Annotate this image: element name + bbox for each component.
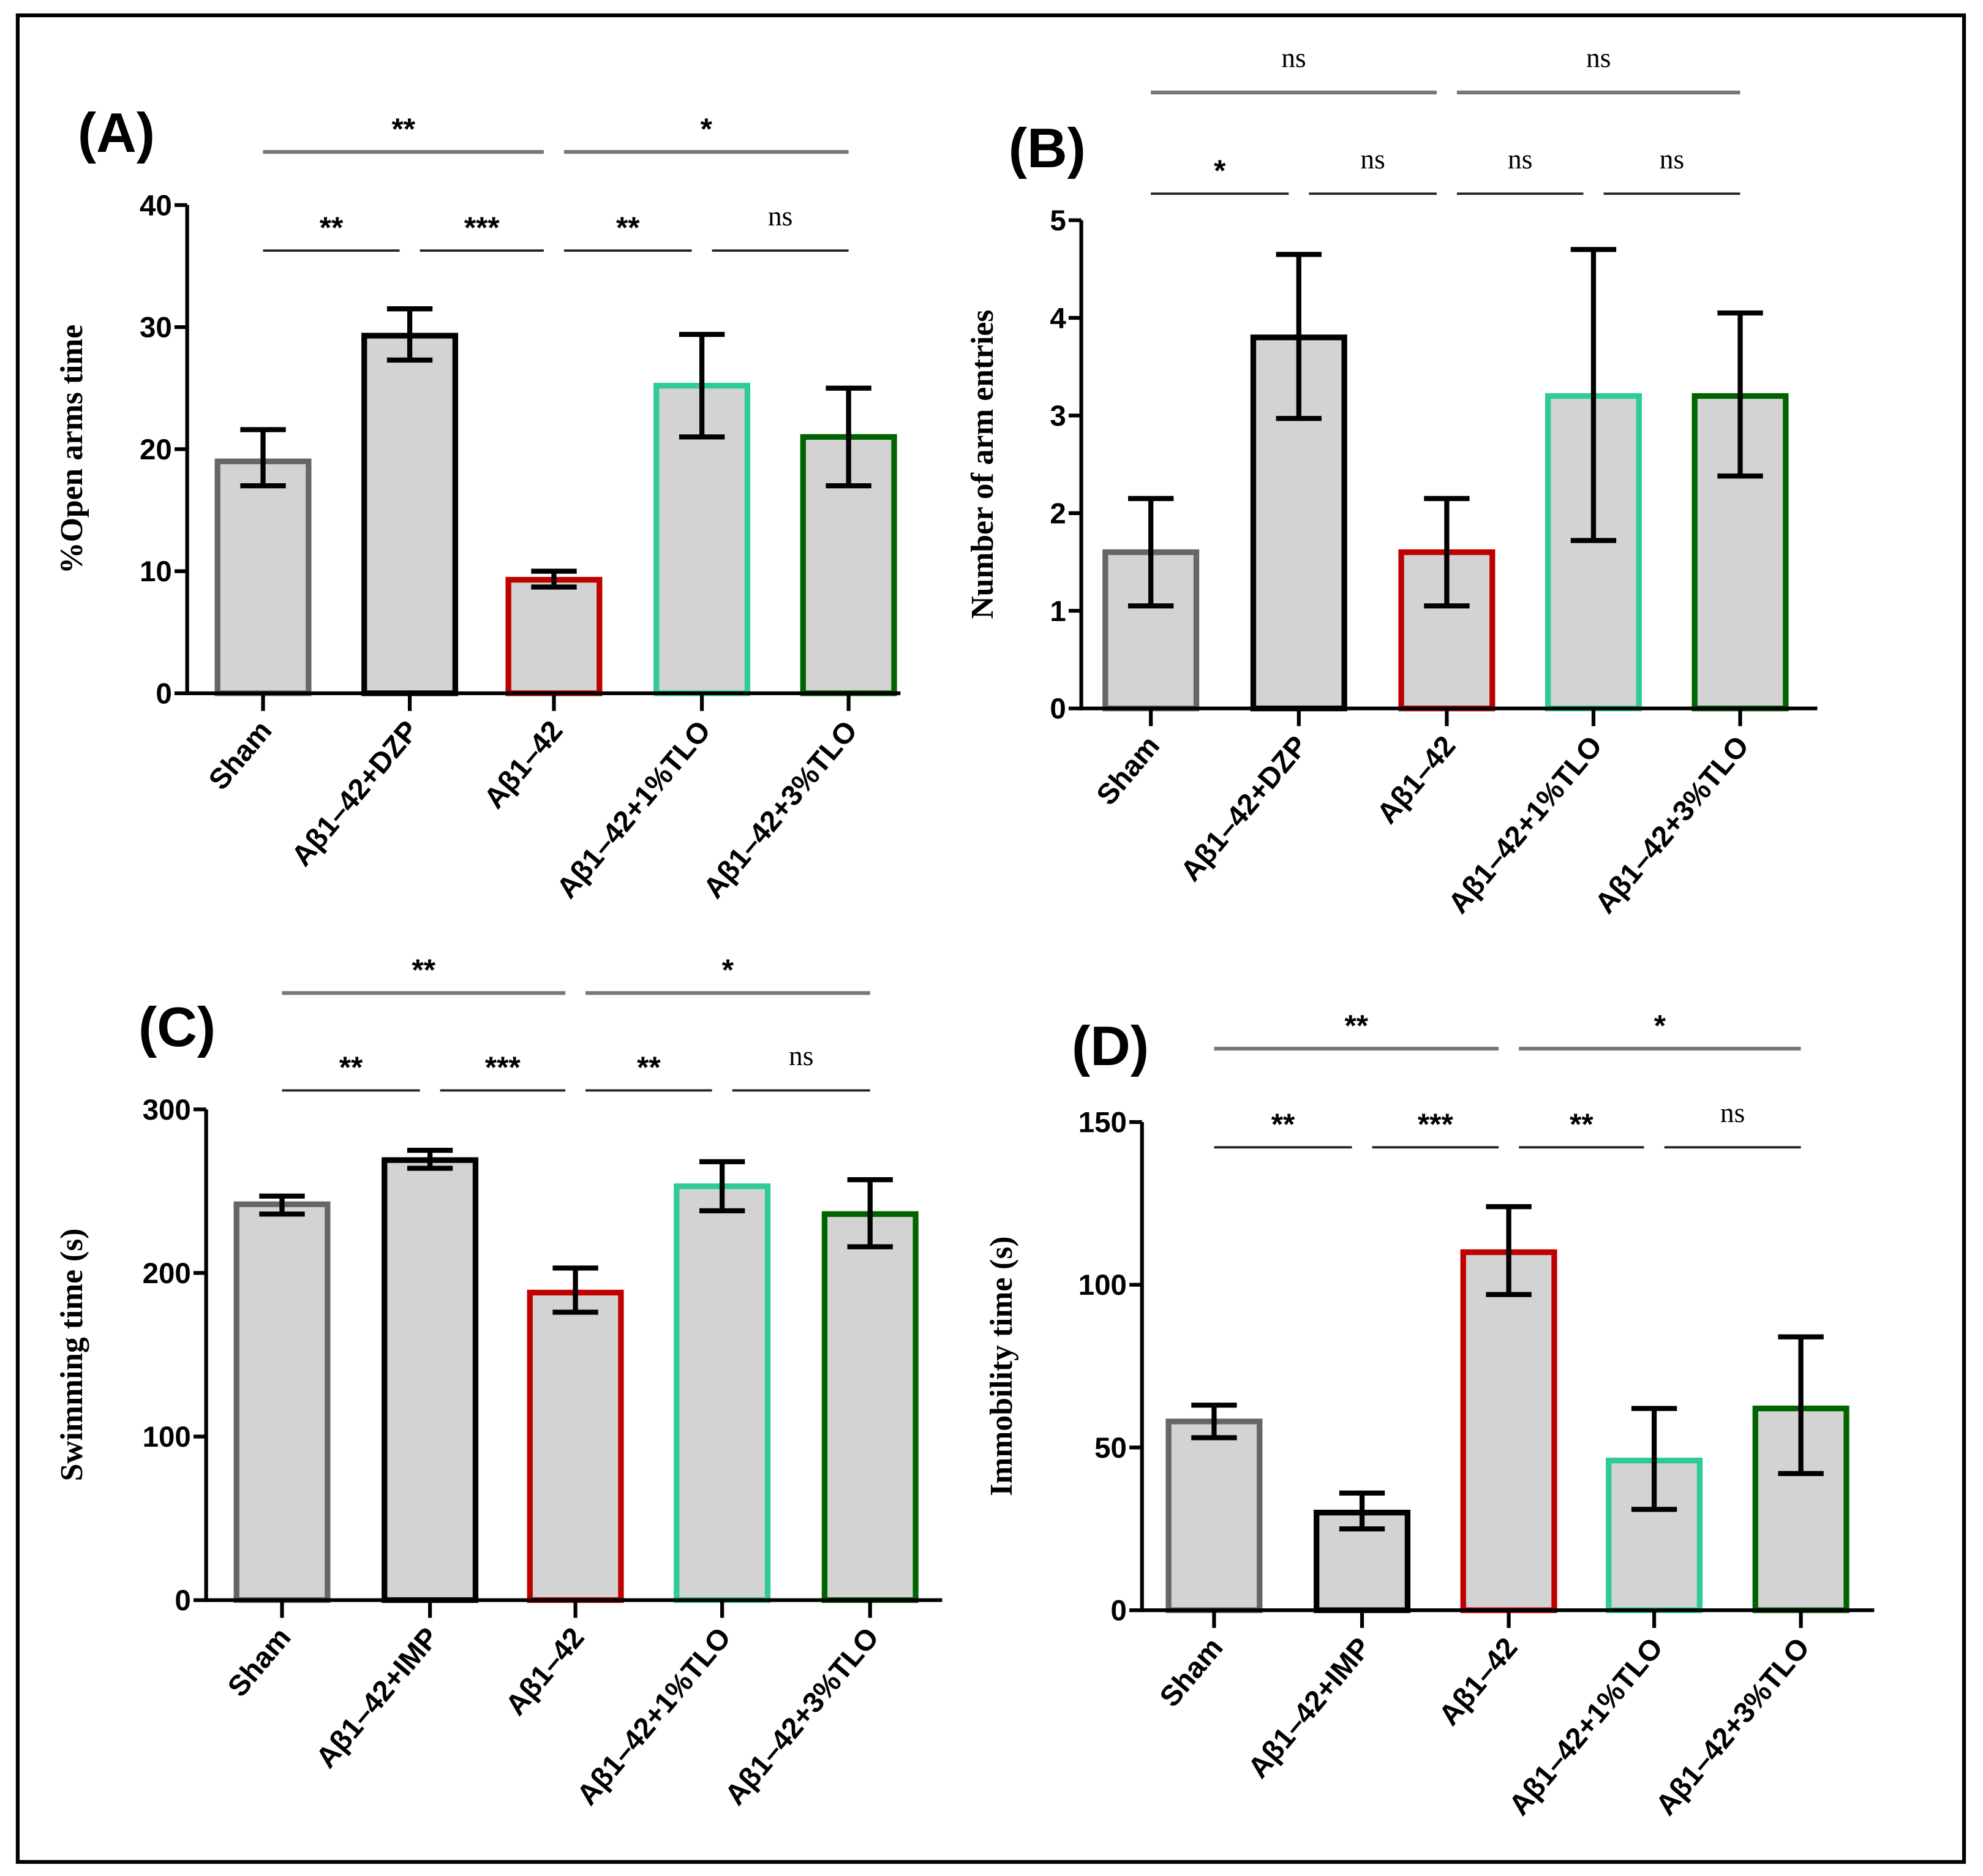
significance-label: *** [485,1050,521,1085]
y-tick-label: 200 [143,1257,191,1290]
y-axis-label: Swimming time (s) [55,1229,89,1482]
y-axis-label: Number of arm entries [965,310,1000,619]
y-tick-label: 5 [1050,205,1066,237]
significance-label: * [1654,1009,1666,1043]
y-axis-label: %Open arms time [55,325,89,574]
significance-label: * [722,953,734,987]
significance-label: ** [637,1050,661,1085]
bar [233,1201,331,1603]
significance-label: *** [464,210,500,244]
y-tick-label: 3 [1050,400,1066,432]
significance-label: ns [1660,144,1684,175]
bar [527,1289,624,1603]
significance-label: ns [1360,144,1385,175]
y-tick-label: 0 [175,1584,190,1617]
y-tick-label: 1 [1050,595,1066,628]
y-tick-label: 100 [143,1421,191,1453]
significance-label: ** [1271,1107,1295,1142]
significance-label: *** [1418,1107,1454,1142]
significance-label: * [701,111,713,146]
significance-label: ns [1281,43,1306,73]
significance-label: ns [789,1041,813,1071]
y-tick-label: 0 [156,677,171,710]
bar [1691,393,1789,712]
y-tick-label: 0 [1111,1595,1127,1627]
y-tick-label: 20 [140,434,172,466]
significance-label: ns [1508,144,1532,175]
y-tick-label: 2 [1050,497,1066,530]
significance-label: ** [616,210,640,244]
panel-label: (A) [78,102,155,164]
bar [1460,1249,1557,1613]
bar [505,576,603,696]
significance-label: ns [1586,43,1611,73]
bar [1250,334,1347,712]
y-axis-label: Immobility time (s) [984,1236,1019,1496]
significance-label: ns [768,201,792,232]
y-tick-label: 10 [140,556,172,588]
panel-label: (D) [1072,1015,1149,1077]
y-tick-label: 30 [140,312,172,344]
significance-label: ** [391,111,415,146]
y-tick-label: 0 [1050,693,1066,725]
y-tick-label: 300 [143,1094,191,1126]
y-tick-label: 50 [1094,1432,1127,1464]
y-tick-label: 100 [1078,1269,1127,1302]
y-tick-label: 150 [1078,1106,1127,1139]
significance-label: ** [1344,1009,1368,1043]
significance-label: ns [1720,1098,1745,1128]
bar [821,1211,919,1603]
bar [1165,1418,1263,1613]
y-tick-label: 40 [140,189,172,222]
significance-label: * [1214,154,1226,188]
y-tick-label: 4 [1050,303,1066,335]
bar [382,1157,479,1603]
panel-label: (C) [138,996,216,1058]
significance-label: ** [1570,1107,1594,1142]
bar [674,1183,771,1603]
significance-label: ** [339,1050,363,1085]
significance-label: ** [412,953,436,987]
bar [214,458,312,696]
significance-label: ** [320,210,344,244]
bar [361,333,459,696]
panel-label: (B) [1009,118,1086,179]
